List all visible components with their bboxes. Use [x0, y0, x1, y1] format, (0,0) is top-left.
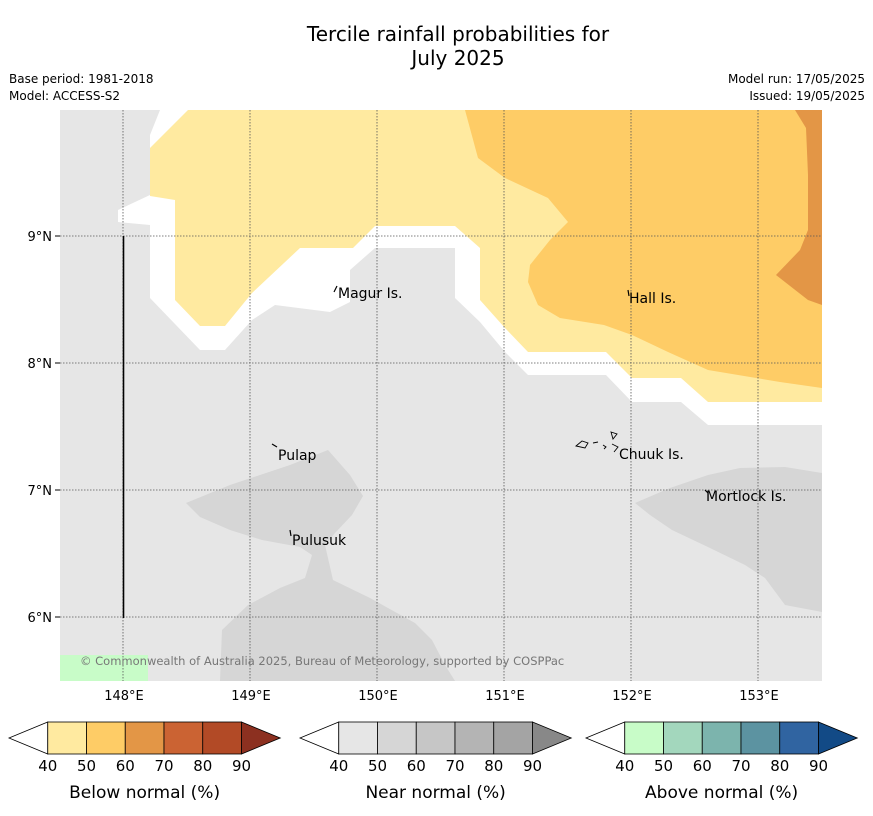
near-normal-50-60-region-east	[635, 467, 822, 612]
above-normal-colorbar-label: Above normal (%)	[645, 783, 798, 803]
above-normal-colorbar-tick-80: 80	[770, 757, 789, 775]
above-normal-colorbar-bin-2	[663, 721, 703, 755]
y-tick-6n: 6°N	[28, 611, 53, 626]
below-normal-colorbar-label: Below normal (%)	[69, 783, 220, 803]
above-normal-colorbar-tick-40: 40	[615, 757, 634, 775]
near-normal-colorbar-bin-5	[493, 721, 533, 755]
above-normal-colorbar-bin-3	[701, 721, 742, 755]
near-normal-colorbar-bin-1	[338, 721, 378, 755]
issued-date: Issued: 19/05/2025	[749, 89, 865, 103]
above-normal-40-50-region	[60, 655, 148, 681]
near-normal-colorbar-tick-80: 80	[484, 757, 503, 775]
base-period: Base period: 1981-2018	[9, 72, 154, 86]
near-normal-colorbar-tick-70: 70	[445, 757, 464, 775]
above-normal-colorbar-tick-70: 70	[731, 757, 750, 775]
chuuk-islands-mark	[575, 431, 619, 453]
x-tick-150e: 150°E	[358, 689, 398, 704]
above-normal-colorbar-under-triangle	[584, 721, 626, 755]
x-tick-148e: 148°E	[104, 689, 144, 704]
place-label-hall: Hall Is.	[629, 291, 676, 307]
meta-left: Base period: 1981-2018 Model: ACCESS-S2	[9, 71, 154, 105]
near-normal-colorbar-over-triangle	[532, 721, 573, 755]
model-run: Model run: 17/05/2025	[727, 72, 865, 86]
near-normal-colorbar-tick-60: 60	[407, 757, 426, 775]
place-label-pulusuk: Pulusuk	[292, 533, 347, 549]
below-normal-colorbar-bin-5	[202, 721, 242, 755]
below-normal-50-60-region	[465, 110, 822, 388]
model-name: Model: ACCESS-S2	[9, 89, 121, 103]
title-line-2: July 2025	[411, 46, 505, 70]
below-normal-colorbar-bin-3	[124, 721, 165, 755]
above-normal-colorbar-bin-5	[779, 721, 819, 755]
place-label-mortlock: Mortlock Is.	[706, 489, 786, 505]
place-label-chuuk: Chuuk Is.	[619, 447, 684, 463]
x-tick-152e: 152°E	[612, 689, 652, 704]
above-normal-colorbar-tick-60: 60	[693, 757, 712, 775]
colorbars: 40 50 60 70 80 90 Below normal (%) 40 50 60 70 80 90…	[7, 721, 859, 803]
near-normal-colorbar-bin-4	[454, 721, 495, 755]
y-tick-8n: 8°N	[28, 357, 53, 372]
place-label-magur: Magur Is.	[338, 286, 403, 302]
hall-island-mark	[627, 289, 630, 297]
below-normal-colorbar-bin-1	[47, 721, 87, 755]
near-normal-50-60-region-west	[186, 450, 455, 681]
below-normal-colorbar-tick-80: 80	[193, 757, 212, 775]
near-normal-colorbar-under-triangle	[298, 721, 340, 755]
below-normal-colorbar-tick-50: 50	[77, 757, 96, 775]
below-normal-60-70-region	[776, 110, 822, 305]
below-normal-colorbar-tick-40: 40	[38, 757, 57, 775]
near-normal-colorbar-tick-90: 90	[523, 757, 542, 775]
near-normal-colorbar-bin-2	[377, 721, 417, 755]
y-tick-7n: 7°N	[28, 484, 53, 499]
y-tick-marks	[55, 235, 60, 618]
below-normal-colorbar-bin-4	[163, 721, 204, 755]
x-tick-153e: 153°E	[739, 689, 779, 704]
below-normal-colorbar-bin-2	[86, 721, 126, 755]
above-normal-colorbar: 40 50 60 70 80 90 Above normal (%)	[584, 721, 859, 803]
above-normal-colorbar-tick-50: 50	[654, 757, 673, 775]
below-normal-colorbar: 40 50 60 70 80 90 Below normal (%)	[7, 721, 282, 803]
copyright-notice: © Commonwealth of Australia 2025, Bureau…	[80, 654, 564, 668]
below-normal-colorbar-over-triangle	[241, 721, 282, 755]
magur-island-mark	[333, 285, 338, 293]
below-normal-colorbar-tick-60: 60	[116, 757, 135, 775]
near-normal-colorbar-tick-40: 40	[329, 757, 348, 775]
near-normal-colorbar: 40 50 60 70 80 90 Near normal (%)	[298, 721, 573, 803]
near-normal-colorbar-tick-50: 50	[368, 757, 387, 775]
pulap-island-mark	[271, 443, 278, 448]
title-line-1: Tercile rainfall probabilities for	[306, 22, 610, 46]
above-normal-colorbar-tick-90: 90	[809, 757, 828, 775]
mortlock-island-mark	[704, 489, 709, 494]
below-normal-colorbar-under-triangle	[7, 721, 49, 755]
x-tick-149e: 149°E	[231, 689, 271, 704]
meta-right: Model run: 17/05/2025 Issued: 19/05/2025	[728, 71, 865, 105]
below-normal-colorbar-tick-90: 90	[232, 757, 251, 775]
x-tick-151e: 151°E	[485, 689, 525, 704]
pulusuk-island-mark	[289, 529, 292, 537]
map-panel: Magur Is. Hall Is. Pulap Chuuk Is. Mortl…	[60, 110, 822, 681]
below-normal-colorbar-tick-70: 70	[154, 757, 173, 775]
above-normal-colorbar-bin-4	[740, 721, 781, 755]
above-normal-colorbar-over-triangle	[818, 721, 859, 755]
above-normal-colorbar-bin-1	[624, 721, 664, 755]
y-tick-9n: 9°N	[28, 230, 53, 245]
island-marks	[271, 285, 709, 537]
map-title: Tercile rainfall probabilities for July …	[0, 22, 873, 70]
place-label-pulap: Pulap	[278, 448, 317, 464]
near-normal-colorbar-bin-3	[415, 721, 456, 755]
near-normal-colorbar-label: Near normal (%)	[365, 783, 505, 803]
